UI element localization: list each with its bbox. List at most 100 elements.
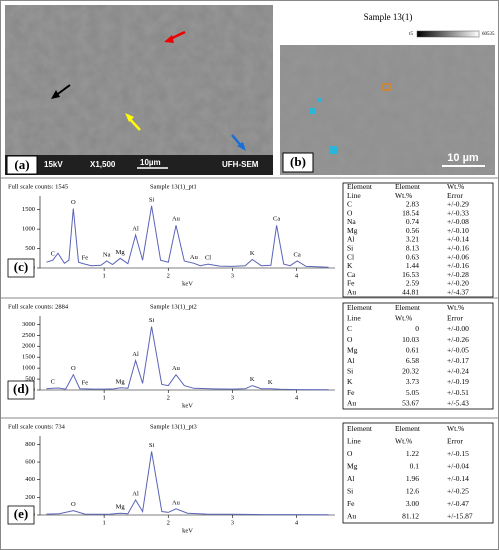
table-header: Element xyxy=(395,424,421,433)
table-header: Wt.% xyxy=(395,191,412,200)
table-cell: 0.56 xyxy=(406,226,419,235)
table-border xyxy=(342,422,494,524)
table-header: Element xyxy=(395,182,421,191)
x-tick-label: 4 xyxy=(295,519,299,526)
table-cell: Au xyxy=(347,511,356,520)
table-border xyxy=(342,302,494,410)
x-tick-label: 2 xyxy=(167,519,170,526)
table-cell: 1.96 xyxy=(406,474,419,483)
panel-label: (d) xyxy=(13,381,29,396)
table-cell: 20.32 xyxy=(402,367,419,376)
x-tick-label: 1 xyxy=(103,272,106,279)
info-text: 15kV xyxy=(44,160,63,169)
x-tick-label: 4 xyxy=(295,272,299,279)
peak-label: Au xyxy=(190,254,199,261)
table-header: Error xyxy=(447,314,463,323)
table-cell: Si xyxy=(347,243,353,252)
y-tick-label: 500 xyxy=(25,376,35,383)
table-cell: Cl xyxy=(347,252,354,261)
table-header: Element xyxy=(347,182,373,191)
peak-label: Na xyxy=(103,251,111,258)
table-cell: 0.1 xyxy=(410,461,420,470)
peak-label: Fe xyxy=(82,379,89,386)
table-cell: +/-0.16 xyxy=(447,243,469,252)
table-header: Wt.% xyxy=(447,182,464,191)
x-axis-label: keV xyxy=(182,402,193,409)
table-header: Element xyxy=(347,303,373,312)
table-cell: 2.59 xyxy=(406,279,419,288)
x-tick-label: 3 xyxy=(231,272,234,279)
table-header: Wt.% xyxy=(395,436,412,445)
peak-label: K xyxy=(268,379,273,386)
y-tick-label: 1000 xyxy=(22,365,35,372)
peak-label: Al xyxy=(132,490,139,497)
table-cell: 12.6 xyxy=(406,486,419,495)
table-header: Line xyxy=(347,436,361,445)
peak-label: Al xyxy=(132,225,139,232)
peak-label: C xyxy=(51,379,55,386)
y-tick-label: 1000 xyxy=(22,226,35,233)
table-cell: Si xyxy=(347,367,353,376)
table-cell: 8.13 xyxy=(406,243,419,252)
table-cell: C xyxy=(347,200,352,209)
table-cell: Al xyxy=(347,474,355,483)
spectrum-line xyxy=(46,451,329,516)
table-cell: +/-0.24 xyxy=(447,367,469,376)
peak-label: Si xyxy=(149,317,155,324)
panel-label-box xyxy=(7,505,35,525)
chart-title: Sample 13(1)_pt1 xyxy=(150,183,197,190)
table-cell: Au xyxy=(347,287,356,296)
y-tick-label: 200 xyxy=(25,494,35,501)
table-header: Line xyxy=(347,314,361,323)
x-tick-label: 3 xyxy=(231,519,234,526)
panel-label: (b) xyxy=(290,154,306,169)
peak-label: K xyxy=(250,376,255,383)
x-tick-label: 2 xyxy=(167,272,170,279)
table-cell: 3.00 xyxy=(406,499,419,508)
peak-label: Fe xyxy=(82,255,89,262)
table-cell: 81.12 xyxy=(402,511,419,520)
table-cell: K xyxy=(347,377,353,386)
table-cell: +/-15.87 xyxy=(447,511,473,520)
x-tick-label: 2 xyxy=(167,394,170,401)
table-header: Element xyxy=(347,424,373,433)
chart-subtitle: Full scale counts: 734 xyxy=(8,423,66,430)
table-header: Wt.% xyxy=(447,303,464,312)
peak-label: O xyxy=(71,365,76,372)
x-tick-label: 1 xyxy=(103,519,106,526)
chart-subtitle: Full scale counts: 2884 xyxy=(8,303,69,310)
table-cell: +/-5.43 xyxy=(447,398,469,407)
sem-image-a xyxy=(5,5,273,175)
colorbar-label: 60535 xyxy=(482,32,495,37)
info-text: X1,500 xyxy=(90,160,116,169)
table-cell: Au xyxy=(347,398,356,407)
y-tick-label: 2000 xyxy=(22,343,35,350)
spectrum-line xyxy=(46,326,329,391)
table-cell: +/-0.14 xyxy=(447,474,469,483)
peak-label: O xyxy=(71,199,76,206)
table-cell: 18.54 xyxy=(402,208,419,217)
table-cell: 0.74 xyxy=(406,217,419,226)
y-tick-label: 500 xyxy=(25,245,35,252)
table-header: Error xyxy=(447,436,463,445)
table-cell: O xyxy=(347,449,353,458)
table-cell: O xyxy=(347,335,353,344)
table-cell: +/-0.15 xyxy=(447,449,469,458)
x-tick-label: 1 xyxy=(103,394,106,401)
table-cell: Si xyxy=(347,486,353,495)
table-cell: 2.83 xyxy=(406,200,419,209)
peak-label: Ca xyxy=(273,216,280,223)
peak-label: Mg xyxy=(116,504,126,511)
table-cell: +/-0.26 xyxy=(447,335,469,344)
table-cell: +/-0.10 xyxy=(447,226,469,235)
colorbar-label: t5 xyxy=(409,32,413,37)
table-header: Line xyxy=(347,191,361,200)
table-cell: +/-0.04 xyxy=(447,461,469,470)
y-tick-label: 800 xyxy=(25,441,35,448)
y-tick-label: 3000 xyxy=(22,321,35,328)
table-cell: +/-0.28 xyxy=(447,270,469,279)
y-tick-label: 1500 xyxy=(22,206,35,213)
table-cell: Fe xyxy=(347,279,355,288)
table-cell: +/-0.29 xyxy=(447,200,469,209)
table-cell: +/-0.14 xyxy=(447,235,469,244)
